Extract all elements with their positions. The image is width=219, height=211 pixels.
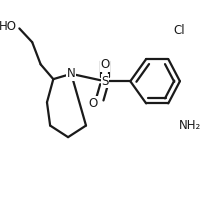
Text: S: S [101, 75, 109, 88]
Text: NH₂: NH₂ [179, 119, 201, 132]
Text: N: N [67, 67, 76, 80]
Text: Cl: Cl [173, 24, 185, 37]
Text: HO: HO [0, 20, 16, 33]
Text: O: O [100, 58, 110, 71]
Text: O: O [88, 97, 98, 110]
